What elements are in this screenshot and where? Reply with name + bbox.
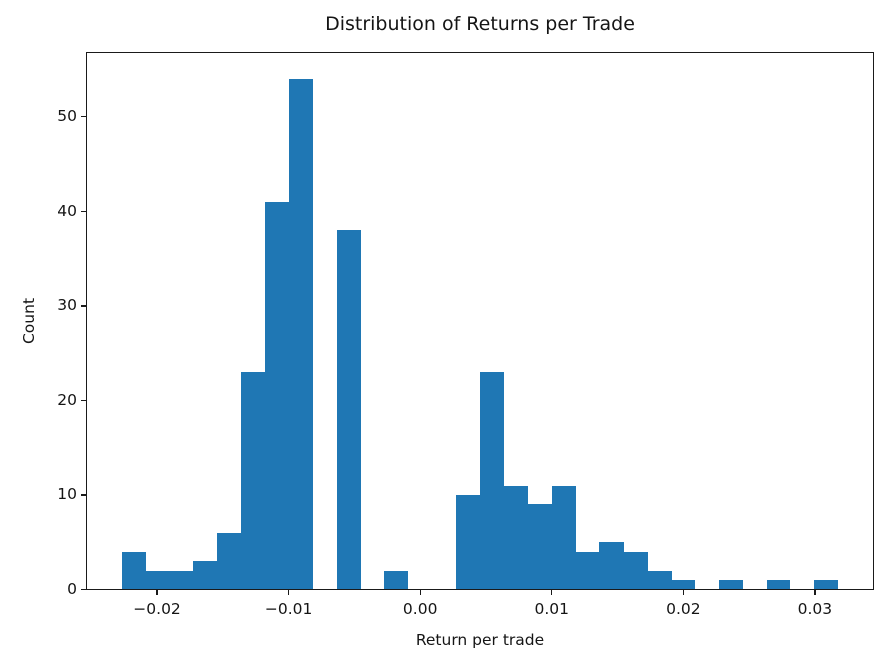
x-tick-mark: [419, 589, 421, 595]
chart-title: Distribution of Returns per Trade: [325, 13, 635, 35]
y-tick-label: 0: [67, 580, 77, 598]
histogram-bar: [336, 230, 361, 590]
histogram-bar: [599, 542, 624, 590]
histogram-bar: [766, 580, 791, 590]
histogram-bar: [551, 485, 577, 590]
histogram-bar: [503, 485, 529, 590]
x-tick-label: −0.02: [133, 599, 181, 618]
histogram-bar: [384, 570, 409, 590]
x-axis-label: Return per trade: [415, 631, 545, 649]
y-tick-mark: [81, 210, 86, 212]
histogram-bar: [480, 372, 505, 590]
y-tick-mark: [81, 305, 86, 307]
y-tick-label: 50: [57, 107, 77, 126]
y-tick-label: 10: [57, 485, 77, 504]
x-tick-mark: [287, 589, 290, 595]
x-tick-mark: [551, 589, 553, 595]
x-tick-label: −0.01: [264, 599, 313, 618]
histogram-bar: [456, 494, 481, 590]
y-tick-mark: [81, 116, 86, 118]
histogram-bar: [527, 504, 553, 590]
histogram-bar: [575, 551, 600, 590]
x-tick-label: 0.00: [402, 599, 438, 618]
histogram-bar: [241, 372, 266, 590]
histogram-bar: [265, 201, 290, 590]
histogram-bar: [623, 551, 648, 590]
histogram-bar: [718, 580, 743, 590]
histogram-bar: [169, 570, 195, 590]
y-tick-label: 20: [57, 390, 77, 409]
histogram-bar: [217, 532, 242, 590]
histogram-bar: [647, 570, 672, 590]
y-tick-label: 30: [57, 296, 77, 315]
x-tick-label: 0.02: [666, 599, 701, 618]
y-tick-mark: [81, 494, 86, 496]
x-tick-mark: [156, 589, 158, 595]
x-tick-mark: [682, 589, 684, 595]
histogram-bar: [145, 570, 171, 590]
y-tick-label: 40: [57, 201, 77, 220]
x-tick-mark: [814, 589, 816, 595]
histogram-bar: [193, 561, 218, 590]
histogram-bar: [288, 78, 313, 590]
x-tick-label: 0.01: [534, 599, 570, 618]
histogram-bar: [814, 580, 839, 590]
x-tick-label: 0.03: [797, 599, 833, 618]
histogram-bar: [121, 551, 147, 590]
y-tick-mark: [81, 399, 86, 402]
histogram-bar: [671, 580, 695, 590]
y-tick-mark: [81, 588, 86, 591]
